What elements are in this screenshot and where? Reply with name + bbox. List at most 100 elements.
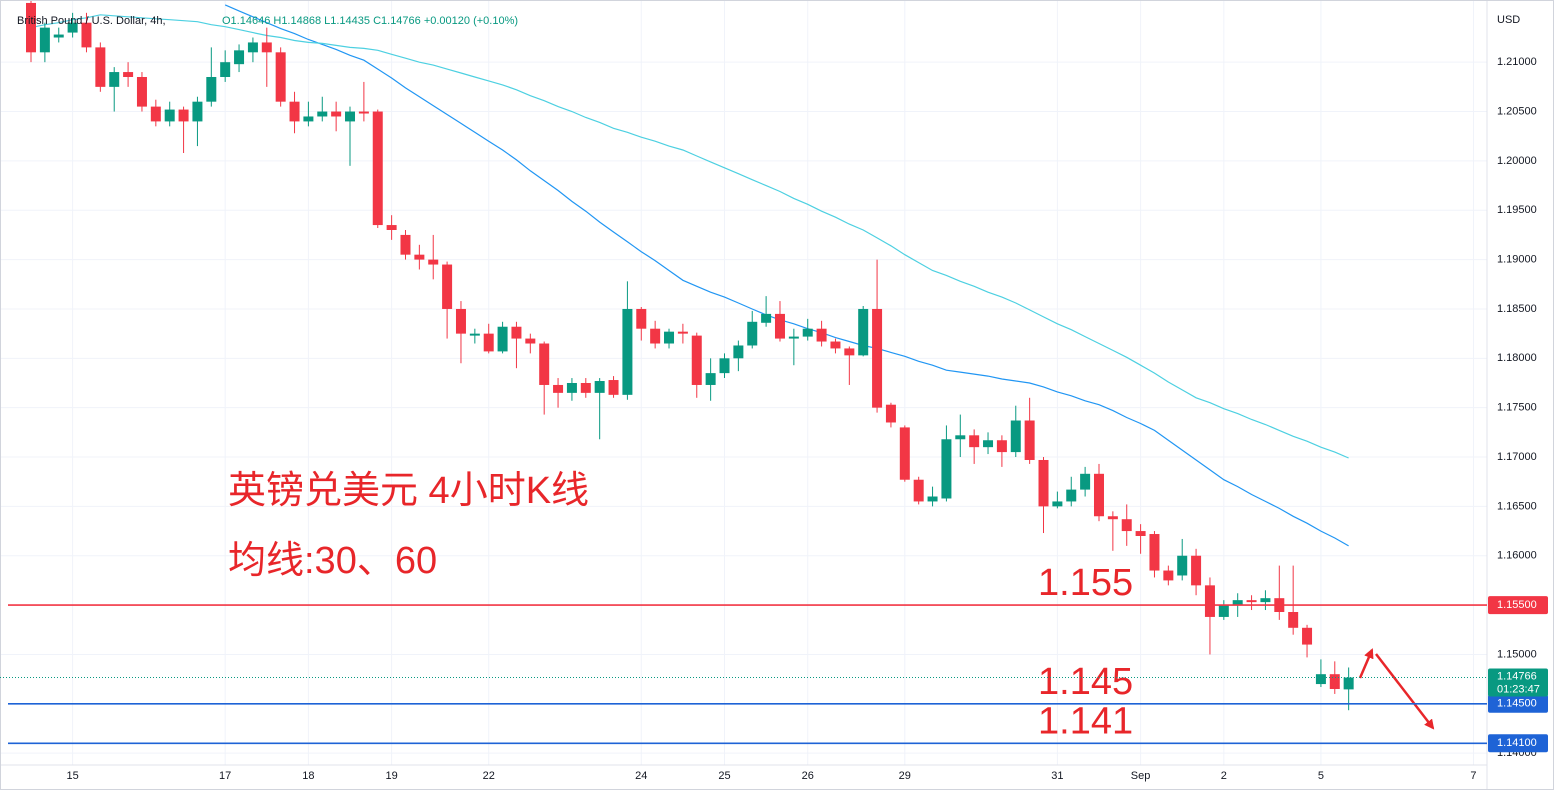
candle-body [983, 440, 994, 448]
candle-body [178, 109, 189, 122]
candle-body [39, 27, 50, 53]
candle-body [1107, 516, 1118, 520]
candle-body [650, 328, 661, 344]
y-tick-label: 1.16500 [1497, 500, 1537, 512]
candle-body [164, 109, 175, 122]
level-tag [1488, 694, 1548, 713]
candle-body [1135, 531, 1146, 536]
level-tag [1488, 734, 1548, 753]
candle-body [885, 404, 896, 423]
grid [0, 0, 1487, 765]
candle-body [247, 42, 258, 53]
candle-body [275, 52, 286, 102]
candle-body [913, 479, 924, 502]
candle-body [483, 333, 494, 352]
candle-body [566, 382, 577, 393]
candle-body [192, 101, 203, 122]
level-tag-label: 1.14100 [1497, 737, 1537, 749]
candle-body [1260, 598, 1271, 603]
level-tag-label: 1.14500 [1497, 698, 1537, 710]
candle-body [220, 62, 231, 77]
arrow-down [1375, 653, 1435, 730]
candle-body [1329, 674, 1340, 689]
candle-body [511, 326, 522, 339]
candle-body [608, 380, 619, 395]
level-tag-label: 1.15500 [1497, 599, 1537, 611]
candle-body [1149, 534, 1160, 571]
candle-body [81, 22, 92, 48]
candle-body [844, 348, 855, 356]
candle-body [691, 335, 702, 385]
x-tick-label: 18 [302, 770, 314, 782]
candle-body [53, 34, 64, 38]
candle-body [317, 111, 328, 117]
candle-body [761, 313, 772, 323]
candle-body [788, 336, 799, 339]
current-price-label: 1.14766 [1497, 670, 1537, 682]
x-tick-label: 5 [1318, 770, 1324, 782]
candle-body [414, 254, 425, 260]
axes: 1.21000 1.20500 1.20000 1.19500 1.19000 1.185… [66, 56, 1536, 782]
x-tick-label: 26 [802, 770, 814, 782]
candle-body [553, 384, 564, 393]
x-tick-label: 24 [635, 770, 647, 782]
candle-body [331, 111, 342, 117]
y-tick-label: 1.19500 [1497, 204, 1537, 216]
y-tick-label: 1.20000 [1497, 155, 1537, 167]
candle-body [899, 427, 910, 480]
candle-body [1232, 600, 1243, 606]
y-tick-label: 1.16000 [1497, 550, 1537, 562]
level-note: 1.141 [1038, 700, 1133, 742]
y-tick-label: 1.18000 [1497, 352, 1537, 364]
candle-body [858, 308, 869, 356]
candle-body [136, 76, 147, 107]
x-tick-label: 29 [899, 770, 911, 782]
candle-body [442, 264, 453, 309]
candle-body [1246, 600, 1257, 603]
candle-body [1302, 627, 1313, 645]
candle-body [289, 101, 300, 122]
candle-body [830, 341, 841, 349]
candle-body [109, 72, 120, 87]
candle-body [1315, 674, 1326, 685]
y-tick-label: 1.19000 [1497, 254, 1537, 266]
candle-body [1052, 501, 1063, 507]
candle-body [1093, 473, 1104, 517]
currency-label: USD [1497, 14, 1520, 26]
candle-body [927, 496, 938, 502]
candle-body [261, 42, 272, 53]
candle-body [622, 308, 633, 395]
candle-body [719, 358, 730, 374]
candle-body [372, 111, 383, 226]
countdown-label: 01:23:47 [1497, 683, 1540, 695]
current-price-tag [1488, 668, 1548, 697]
x-tick-label: 2 [1221, 770, 1227, 782]
candle-body [1177, 555, 1188, 576]
candle-body [525, 338, 536, 344]
candle-body [1163, 570, 1174, 581]
candle-body [1010, 420, 1021, 453]
candle-body [26, 2, 36, 53]
candle-body [1288, 612, 1299, 628]
candle-body [1191, 555, 1202, 586]
candle-body [802, 328, 813, 337]
candle-body [123, 72, 134, 77]
level-note: 1.155 [1038, 562, 1133, 604]
candle-body [816, 328, 827, 342]
candle-body [1204, 585, 1215, 617]
y-tick-label: 1.18500 [1497, 303, 1537, 315]
ohlc-readout: O1.14646 H1.14868 L1.14435 C1.14766 +0.0… [222, 15, 518, 27]
candle-body [1024, 420, 1035, 460]
candle-body [969, 435, 980, 448]
level-tag [1488, 596, 1548, 615]
candle-body [400, 234, 411, 255]
candle-body [539, 343, 550, 385]
moving-average [30, 14, 1349, 459]
candle-body [345, 111, 356, 122]
candle-body [955, 435, 966, 440]
candle-body [1066, 489, 1077, 502]
candle-body [677, 331, 688, 334]
candle-body [303, 116, 314, 122]
candle-body [941, 439, 952, 499]
